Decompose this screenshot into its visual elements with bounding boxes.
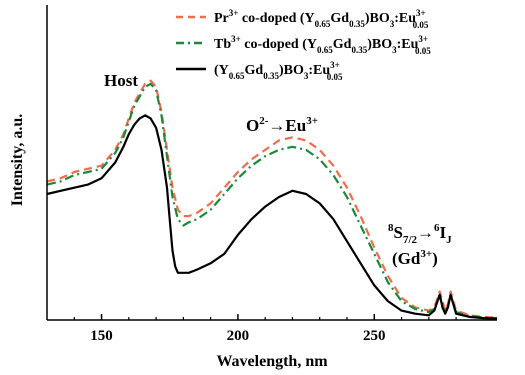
legend: Pr3+ co-doped (Y0.65Gd0.35)BO3:Eu3+ 0.05 T…: [176, 8, 431, 82]
gd-annotation: (Gd3+): [392, 248, 438, 268]
x-tick-label: 250: [363, 328, 386, 344]
y-axis-label: Intensity, a.u.: [9, 114, 26, 206]
series-line-3: [46, 114, 498, 320]
series-layer: [46, 79, 498, 320]
legend-label-2: Tb3+ co-doped (Y0.65Gd0.35)BO3:Eu3+ 0.05: [214, 34, 431, 56]
x-tick-label: 200: [227, 328, 250, 344]
s-i-annotation: 8S7/2→6IJ: [388, 222, 452, 246]
o-eu-annotation: O2-→Eu3+: [246, 115, 318, 135]
x-axis-label: Wavelength, nm: [216, 353, 328, 370]
legend-label-1: Pr3+ co-doped (Y0.65Gd0.35)BO3:Eu3+ 0.05: [214, 8, 429, 30]
tick-layer: 150 200 250: [73, 314, 484, 344]
host-annotation: Host: [104, 71, 138, 90]
legend-label-3: (Y0.65Gd0.35)BO3:Eu3+ 0.05: [214, 60, 343, 82]
x-tick-label: 150: [90, 328, 113, 344]
